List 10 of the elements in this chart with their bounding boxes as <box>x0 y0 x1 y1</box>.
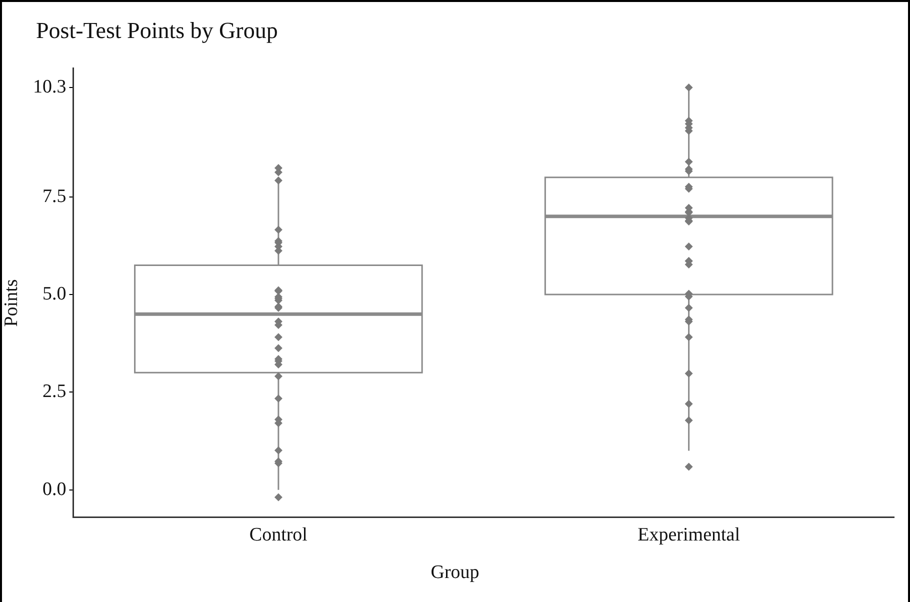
x-tick-label: Experimental <box>638 524 740 546</box>
y-tick-label: 0.0 <box>42 478 66 500</box>
y-tick-label: 7.5 <box>42 186 66 207</box>
x-tick-label: Control <box>249 524 308 546</box>
y-tick-label: 10.3 <box>33 76 66 98</box>
y-tick-label: 2.5 <box>42 381 66 402</box>
y-tick-label: 5.0 <box>42 284 66 305</box>
chart-title: Post-Test Points by Group <box>36 18 278 44</box>
x-axis-title: Group <box>430 562 480 584</box>
y-axis-title: Points <box>1 279 23 327</box>
